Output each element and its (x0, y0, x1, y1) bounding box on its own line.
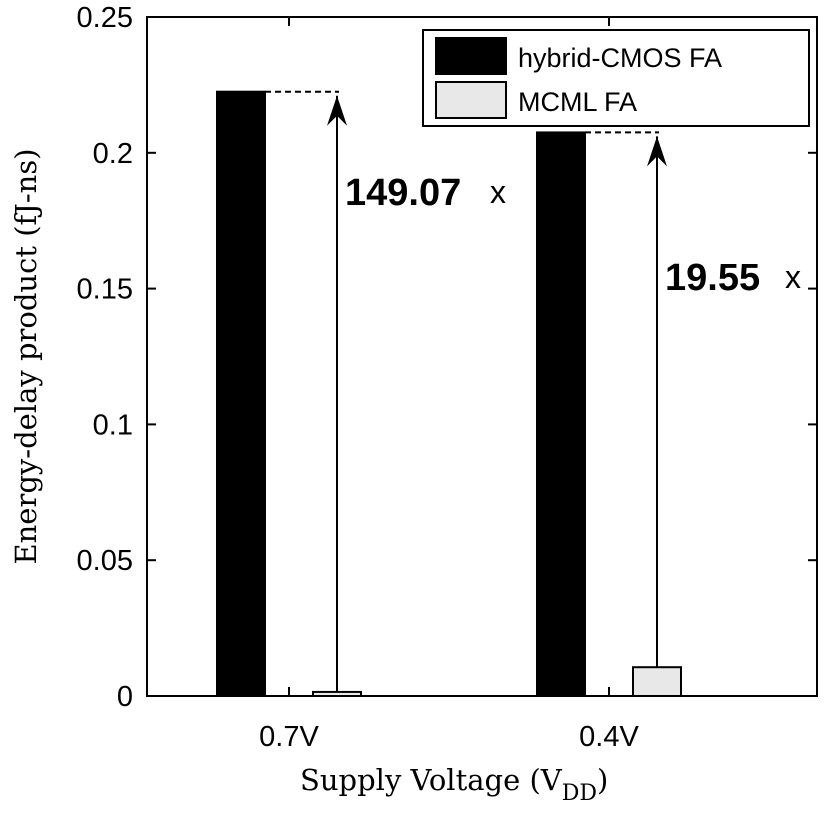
x-axis: 0.7V 0.4V (259, 17, 639, 753)
x-axis-title-subscript: DD (562, 781, 597, 806)
y-tick-label: 0.15 (77, 274, 133, 306)
ratio-suffix: x (785, 259, 801, 295)
x-tick-label: 0.4V (579, 721, 639, 753)
annotations: 149.07 x 19.55 x (265, 90, 801, 692)
bars (216, 90, 682, 698)
arrowhead-icon (647, 136, 667, 167)
y-tick-label: 0.05 (77, 545, 133, 577)
mcml-bar (312, 690, 362, 698)
legend: hybrid-CMOS FA MCML FA (422, 29, 810, 127)
y-tick-label: 0.1 (93, 409, 133, 441)
axis-titles: Supply Voltage (VDD) Energy-delay product… (9, 148, 608, 806)
x-axis-title-main: Supply Voltage (V (300, 763, 563, 797)
legend-label: MCML FA (518, 87, 637, 117)
y-tick-label: 0.25 (77, 2, 133, 34)
mcml-bar (632, 666, 682, 697)
axes-frame (146, 16, 818, 697)
x-axis-title: Supply Voltage (VDD) (300, 763, 608, 806)
y-tick-label: 0 (117, 681, 133, 713)
ratio-value: 19.55 (665, 257, 760, 299)
y-axis-title: Energy-delay product (fJ-ns) (9, 148, 43, 564)
arrowhead-icon (327, 95, 347, 126)
legend-swatch (435, 81, 507, 119)
x-axis-title-close: ) (597, 763, 608, 797)
ratio-value: 149.07 (345, 172, 461, 214)
legend-label: hybrid-CMOS FA (518, 43, 722, 73)
x-tick-label: 0.7V (259, 721, 319, 753)
plot-area (146, 16, 818, 697)
hybrid-cmos-bar (536, 131, 586, 697)
y-axis: 0 0.05 0.1 0.15 0.2 0.25 (77, 2, 817, 713)
y-tick-label: 0.2 (93, 138, 133, 170)
legend-swatch (435, 37, 507, 75)
hybrid-cmos-bar (216, 90, 266, 697)
ratio-suffix: x (490, 174, 506, 210)
